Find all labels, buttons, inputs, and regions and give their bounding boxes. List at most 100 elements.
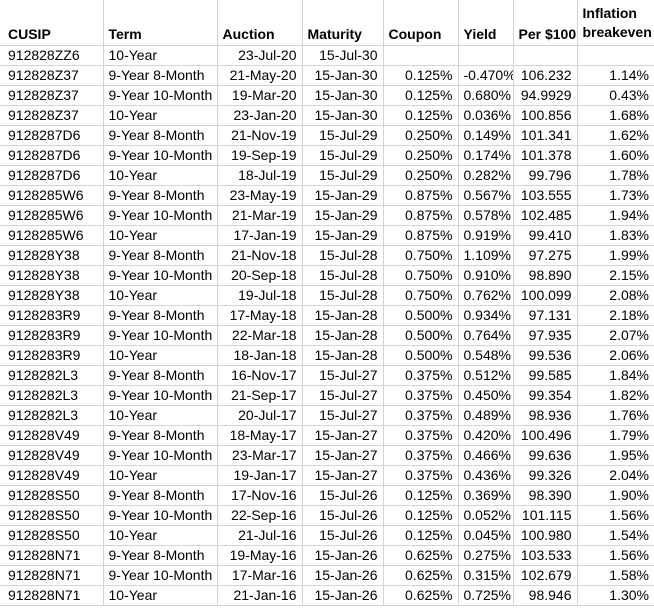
cell-inflation_breakeven[interactable]: 2.15% [577,265,654,286]
cell-maturity[interactable]: 15-Jan-28 [302,325,384,346]
cell-coupon[interactable]: 0.250% [383,145,459,166]
cell-coupon[interactable]: 0.375% [383,385,459,406]
cell-cusip[interactable]: 9128282L3 [0,365,104,386]
cell-per_100[interactable]: 101.115 [513,505,578,526]
cell-inflation_breakeven[interactable]: 1.95% [577,445,654,466]
cell-cusip[interactable]: 9128287D6 [0,165,104,186]
cell-maturity[interactable]: 15-Jul-27 [302,385,384,406]
cell-per_100[interactable]: 97.275 [513,245,578,266]
cell-inflation_breakeven[interactable]: 1.99% [577,245,654,266]
cell-per_100[interactable]: 94.9929 [513,85,578,106]
cell-term[interactable]: 9-Year 10-Month [103,505,218,526]
cell-yield[interactable]: 0.174% [458,145,514,166]
cell-term[interactable]: 9-Year 8-Month [103,65,218,86]
cell-per_100[interactable]: 100.856 [513,105,578,126]
cell-inflation_breakeven[interactable]: 1.94% [577,205,654,226]
cell-auction[interactable]: 19-May-16 [217,545,303,566]
cell-auction[interactable]: 21-Sep-17 [217,385,303,406]
cell-cusip[interactable]: 912828N71 [0,545,104,566]
cell-cusip[interactable]: 912828Z37 [0,105,104,126]
cell-auction[interactable]: 21-Jul-16 [217,525,303,546]
cell-maturity[interactable]: 15-Jul-29 [302,145,384,166]
cell-per_100[interactable]: 98.946 [513,585,578,606]
cell-coupon[interactable]: 0.500% [383,345,459,366]
cell-inflation_breakeven[interactable]: 1.56% [577,545,654,566]
cell-auction[interactable]: 18-May-17 [217,425,303,446]
cell-auction[interactable]: 17-May-18 [217,305,303,326]
cell-yield[interactable]: 0.725% [458,585,514,606]
cell-yield[interactable]: 0.919% [458,225,514,246]
cell-cusip[interactable]: 912828Z37 [0,85,104,106]
cell-coupon[interactable]: 0.375% [383,365,459,386]
cell-term[interactable]: 9-Year 8-Month [103,365,218,386]
cell-maturity[interactable]: 15-Jul-30 [302,45,384,66]
cell-maturity[interactable]: 15-Jul-28 [302,265,384,286]
cell-inflation_breakeven[interactable]: 2.18% [577,305,654,326]
cell-auction[interactable]: 19-Jul-18 [217,285,303,306]
cell-yield[interactable]: 0.548% [458,345,514,366]
cell-cusip[interactable]: 912828ZZ6 [0,45,104,66]
cell-term[interactable]: 9-Year 10-Month [103,205,218,226]
cell-maturity[interactable]: 15-Jul-29 [302,125,384,146]
cell-coupon[interactable]: 0.750% [383,245,459,266]
cell-inflation_breakeven[interactable]: 2.06% [577,345,654,366]
cell-maturity[interactable]: 15-Jul-27 [302,405,384,426]
cell-coupon[interactable]: 0.250% [383,125,459,146]
cell-per_100[interactable]: 106.232 [513,65,578,86]
cell-yield[interactable]: 0.466% [458,445,514,466]
cell-maturity[interactable]: 15-Jul-28 [302,285,384,306]
cell-term[interactable]: 10-Year [103,165,218,186]
cell-maturity[interactable]: 15-Jan-27 [302,465,384,486]
cell-per_100[interactable]: 98.936 [513,405,578,426]
cell-coupon[interactable]: 0.875% [383,185,459,206]
cell-auction[interactable]: 17-Mar-16 [217,565,303,586]
cell-term[interactable]: 10-Year [103,525,218,546]
cell-coupon[interactable]: 0.625% [383,585,459,606]
cell-coupon[interactable]: 0.875% [383,225,459,246]
cell-per_100[interactable]: 99.326 [513,465,578,486]
cell-per_100[interactable]: 99.796 [513,165,578,186]
cell-inflation_breakeven[interactable]: 1.83% [577,225,654,246]
cell-auction[interactable]: 18-Jul-19 [217,165,303,186]
cell-coupon[interactable] [383,45,459,66]
cell-per_100[interactable]: 99.636 [513,445,578,466]
cell-yield[interactable]: 0.315% [458,565,514,586]
cell-coupon[interactable]: 0.375% [383,405,459,426]
cell-auction[interactable]: 19-Sep-19 [217,145,303,166]
cell-yield[interactable]: 0.680% [458,85,514,106]
cell-yield[interactable]: 0.910% [458,265,514,286]
cell-maturity[interactable]: 15-Jan-26 [302,585,384,606]
cell-coupon[interactable]: 0.125% [383,85,459,106]
cell-coupon[interactable]: 0.375% [383,425,459,446]
cell-coupon[interactable]: 0.125% [383,105,459,126]
cell-coupon[interactable]: 0.750% [383,285,459,306]
cell-auction[interactable]: 23-Mar-17 [217,445,303,466]
cell-auction[interactable]: 22-Mar-18 [217,325,303,346]
cell-per_100[interactable]: 102.679 [513,565,578,586]
header-cell-cusip[interactable]: CUSIP [0,0,104,46]
cell-yield[interactable]: 0.578% [458,205,514,226]
cell-cusip[interactable]: 912828S50 [0,525,104,546]
cell-maturity[interactable]: 15-Jan-28 [302,345,384,366]
cell-auction[interactable]: 18-Jan-18 [217,345,303,366]
cell-inflation_breakeven[interactable]: 1.90% [577,485,654,506]
cell-per_100[interactable]: 99.410 [513,225,578,246]
cell-per_100[interactable]: 99.585 [513,365,578,386]
cell-cusip[interactable]: 912828S50 [0,505,104,526]
cell-yield[interactable]: 0.275% [458,545,514,566]
cell-per_100[interactable]: 99.536 [513,345,578,366]
cell-coupon[interactable]: 0.625% [383,545,459,566]
cell-term[interactable]: 10-Year [103,105,218,126]
cell-auction[interactable]: 23-Jan-20 [217,105,303,126]
cell-maturity[interactable]: 15-Jan-26 [302,545,384,566]
cell-cusip[interactable]: 912828V49 [0,445,104,466]
cell-per_100[interactable]: 98.890 [513,265,578,286]
cell-yield[interactable]: 0.149% [458,125,514,146]
cell-yield[interactable]: 0.369% [458,485,514,506]
cell-maturity[interactable]: 15-Jul-27 [302,365,384,386]
cell-term[interactable]: 10-Year [103,585,218,606]
cell-term[interactable]: 9-Year 10-Month [103,145,218,166]
cell-coupon[interactable]: 0.125% [383,505,459,526]
cell-auction[interactable]: 19-Jan-17 [217,465,303,486]
cell-yield[interactable]: 0.934% [458,305,514,326]
